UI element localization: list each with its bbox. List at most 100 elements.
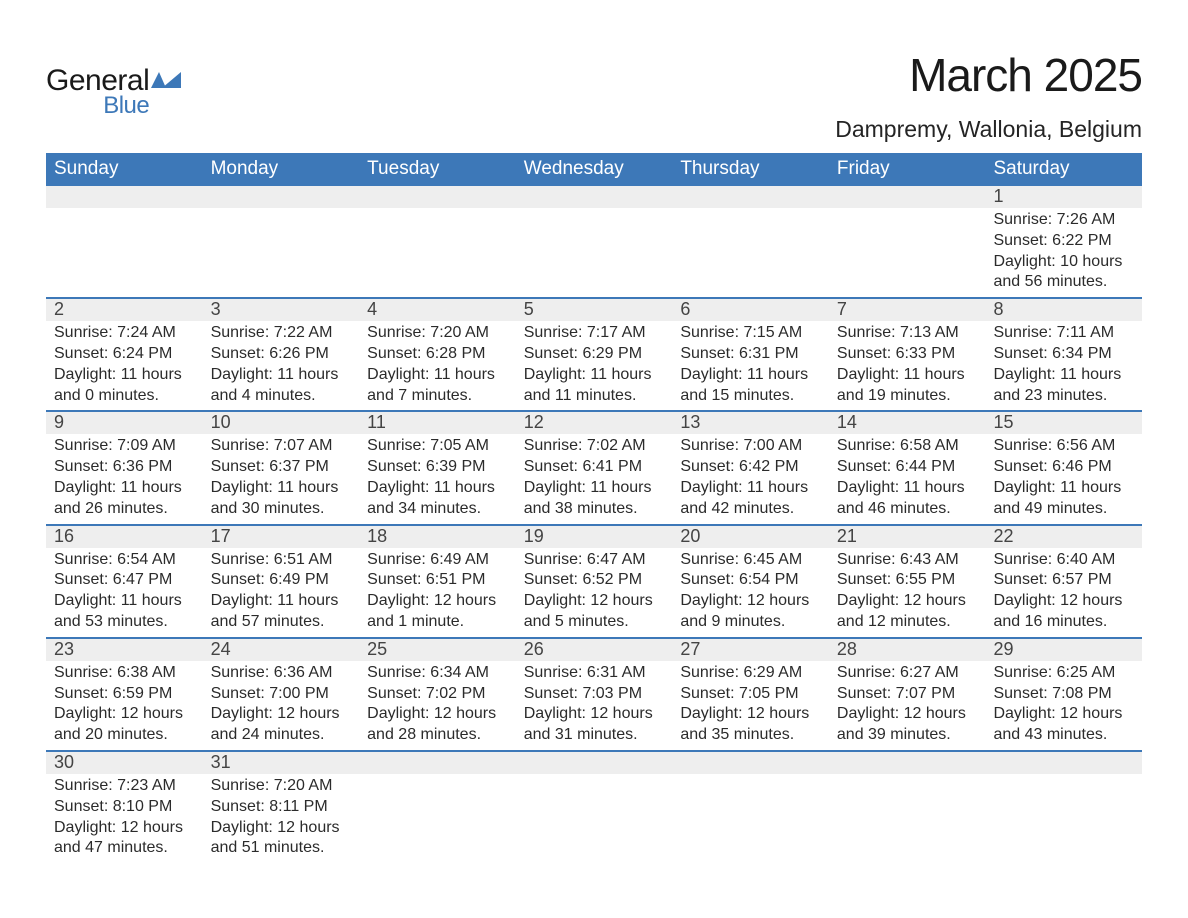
- day-number: [829, 186, 986, 208]
- day-body: Sunrise: 7:11 AMSunset: 6:34 PMDaylight:…: [985, 321, 1142, 410]
- day-daylight2: and 20 minutes.: [54, 725, 197, 746]
- day-sunrise: Sunrise: 6:43 AM: [837, 550, 980, 571]
- day-body: Sunrise: 6:49 AMSunset: 6:51 PMDaylight:…: [359, 548, 516, 637]
- day-sunrise: Sunrise: 6:45 AM: [680, 550, 823, 571]
- day-body: [985, 774, 1142, 858]
- day-daylight1: Daylight: 12 hours: [680, 591, 823, 612]
- day-number: 7: [829, 299, 986, 321]
- day-body: Sunrise: 7:02 AMSunset: 6:41 PMDaylight:…: [516, 434, 673, 523]
- weekday-header: Sunday: [46, 153, 203, 186]
- day-cell: 13Sunrise: 7:00 AMSunset: 6:42 PMDayligh…: [672, 412, 829, 523]
- day-body: [359, 208, 516, 292]
- day-sunset: Sunset: 6:34 PM: [993, 344, 1136, 365]
- day-cell: 16Sunrise: 6:54 AMSunset: 6:47 PMDayligh…: [46, 526, 203, 637]
- day-daylight2: and 51 minutes.: [211, 838, 354, 859]
- day-daylight2: and 43 minutes.: [993, 725, 1136, 746]
- day-cell: [46, 186, 203, 297]
- brand-blue: Blue: [46, 94, 149, 118]
- day-body: Sunrise: 6:54 AMSunset: 6:47 PMDaylight:…: [46, 548, 203, 637]
- day-cell: [829, 186, 986, 297]
- day-cell: 14Sunrise: 6:58 AMSunset: 6:44 PMDayligh…: [829, 412, 986, 523]
- day-body: Sunrise: 7:13 AMSunset: 6:33 PMDaylight:…: [829, 321, 986, 410]
- day-sunrise: Sunrise: 6:25 AM: [993, 663, 1136, 684]
- day-body: Sunrise: 7:24 AMSunset: 6:24 PMDaylight:…: [46, 321, 203, 410]
- day-sunset: Sunset: 8:10 PM: [54, 797, 197, 818]
- day-daylight2: and 39 minutes.: [837, 725, 980, 746]
- day-sunset: Sunset: 6:37 PM: [211, 457, 354, 478]
- day-number: 8: [985, 299, 1142, 321]
- day-number: [985, 752, 1142, 774]
- day-daylight1: Daylight: 12 hours: [993, 704, 1136, 725]
- day-number: 6: [672, 299, 829, 321]
- day-body: Sunrise: 6:51 AMSunset: 6:49 PMDaylight:…: [203, 548, 360, 637]
- day-daylight2: and 42 minutes.: [680, 499, 823, 520]
- day-number: [203, 186, 360, 208]
- brand-flag-icon: [151, 70, 181, 95]
- day-body: [516, 208, 673, 292]
- day-sunrise: Sunrise: 7:13 AM: [837, 323, 980, 344]
- day-body: Sunrise: 6:38 AMSunset: 6:59 PMDaylight:…: [46, 661, 203, 750]
- day-number: 2: [46, 299, 203, 321]
- day-number: 12: [516, 412, 673, 434]
- day-number: [829, 752, 986, 774]
- day-sunset: Sunset: 7:02 PM: [367, 684, 510, 705]
- day-body: Sunrise: 7:20 AMSunset: 6:28 PMDaylight:…: [359, 321, 516, 410]
- day-daylight2: and 34 minutes.: [367, 499, 510, 520]
- day-daylight1: Daylight: 12 hours: [680, 704, 823, 725]
- day-body: Sunrise: 7:07 AMSunset: 6:37 PMDaylight:…: [203, 434, 360, 523]
- day-cell: 20Sunrise: 6:45 AMSunset: 6:54 PMDayligh…: [672, 526, 829, 637]
- day-sunset: Sunset: 6:36 PM: [54, 457, 197, 478]
- day-cell: 24Sunrise: 6:36 AMSunset: 7:00 PMDayligh…: [203, 639, 360, 750]
- day-sunset: Sunset: 6:46 PM: [993, 457, 1136, 478]
- day-daylight1: Daylight: 11 hours: [680, 365, 823, 386]
- day-sunset: Sunset: 7:00 PM: [211, 684, 354, 705]
- day-cell: 25Sunrise: 6:34 AMSunset: 7:02 PMDayligh…: [359, 639, 516, 750]
- day-cell: 15Sunrise: 6:56 AMSunset: 6:46 PMDayligh…: [985, 412, 1142, 523]
- day-daylight1: Daylight: 12 hours: [524, 591, 667, 612]
- day-cell: [829, 752, 986, 863]
- day-daylight1: Daylight: 12 hours: [211, 704, 354, 725]
- day-daylight2: and 4 minutes.: [211, 386, 354, 407]
- day-sunset: Sunset: 6:44 PM: [837, 457, 980, 478]
- day-daylight1: Daylight: 11 hours: [680, 478, 823, 499]
- day-body: Sunrise: 6:45 AMSunset: 6:54 PMDaylight:…: [672, 548, 829, 637]
- day-sunrise: Sunrise: 6:31 AM: [524, 663, 667, 684]
- day-cell: [359, 752, 516, 863]
- day-daylight1: Daylight: 11 hours: [211, 591, 354, 612]
- day-number: 18: [359, 526, 516, 548]
- day-daylight1: Daylight: 11 hours: [837, 365, 980, 386]
- day-body: Sunrise: 7:23 AMSunset: 8:10 PMDaylight:…: [46, 774, 203, 863]
- day-body: Sunrise: 6:34 AMSunset: 7:02 PMDaylight:…: [359, 661, 516, 750]
- day-sunset: Sunset: 6:54 PM: [680, 570, 823, 591]
- day-daylight2: and 16 minutes.: [993, 612, 1136, 633]
- day-daylight2: and 31 minutes.: [524, 725, 667, 746]
- day-daylight2: and 49 minutes.: [993, 499, 1136, 520]
- day-sunrise: Sunrise: 7:20 AM: [211, 776, 354, 797]
- day-number: 14: [829, 412, 986, 434]
- day-cell: 29Sunrise: 6:25 AMSunset: 7:08 PMDayligh…: [985, 639, 1142, 750]
- day-daylight2: and 47 minutes.: [54, 838, 197, 859]
- day-cell: 31Sunrise: 7:20 AMSunset: 8:11 PMDayligh…: [203, 752, 360, 863]
- day-cell: 10Sunrise: 7:07 AMSunset: 6:37 PMDayligh…: [203, 412, 360, 523]
- day-sunset: Sunset: 6:39 PM: [367, 457, 510, 478]
- day-daylight2: and 46 minutes.: [837, 499, 980, 520]
- day-daylight2: and 23 minutes.: [993, 386, 1136, 407]
- day-body: Sunrise: 7:15 AMSunset: 6:31 PMDaylight:…: [672, 321, 829, 410]
- day-daylight1: Daylight: 11 hours: [367, 365, 510, 386]
- day-sunrise: Sunrise: 7:15 AM: [680, 323, 823, 344]
- day-number: 28: [829, 639, 986, 661]
- day-daylight1: Daylight: 11 hours: [54, 478, 197, 499]
- day-cell: 2Sunrise: 7:24 AMSunset: 6:24 PMDaylight…: [46, 299, 203, 410]
- day-sunrise: Sunrise: 6:54 AM: [54, 550, 197, 571]
- day-number: 3: [203, 299, 360, 321]
- day-daylight1: Daylight: 12 hours: [367, 591, 510, 612]
- brand-text: General Blue: [46, 66, 149, 118]
- day-daylight1: Daylight: 11 hours: [367, 478, 510, 499]
- day-sunset: Sunset: 6:41 PM: [524, 457, 667, 478]
- header-row: General Blue March 2025 Dampremy, Wallon…: [46, 48, 1142, 143]
- day-sunrise: Sunrise: 7:11 AM: [993, 323, 1136, 344]
- brand-logo: General Blue: [46, 66, 181, 118]
- day-daylight1: Daylight: 12 hours: [837, 591, 980, 612]
- day-sunset: Sunset: 7:07 PM: [837, 684, 980, 705]
- day-number: 4: [359, 299, 516, 321]
